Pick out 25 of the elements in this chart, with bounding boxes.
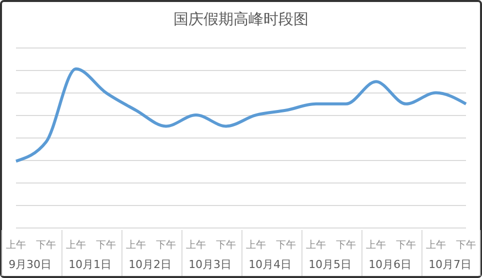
x-tick-label: 下午 [456, 239, 476, 251]
text: 10月1日 [68, 258, 112, 271]
text: 10月4日 [248, 258, 292, 271]
text: 10月6日 [368, 258, 412, 271]
x-tick-label: 上午 [246, 239, 266, 251]
x-tick-label: 上午 [186, 239, 206, 251]
text: 9月30日 [8, 258, 52, 271]
x-tick-label: 上午 [366, 239, 386, 251]
x-tick-label: 上午 [306, 239, 326, 251]
text: 10月2日 [128, 258, 172, 271]
x-tick-label: 上午 [126, 239, 146, 251]
text: 10月3日 [188, 258, 232, 271]
chart-title: 国庆假期高峰时段图 [172, 10, 310, 29]
text: 10月5日 [308, 258, 352, 271]
x-tick-label: 下午 [96, 239, 116, 251]
x-tick-label: 下午 [336, 239, 356, 251]
x-tick-label: 下午 [36, 239, 56, 251]
x-tick-label: 上午 [6, 239, 26, 251]
x-tick-label: 上午 [426, 239, 446, 251]
text: 10月7日 [428, 258, 472, 271]
x-tick-label: 下午 [156, 239, 176, 251]
x-tick-label: 下午 [276, 239, 296, 251]
x-tick-label: 下午 [396, 239, 416, 251]
x-tick-label: 下午 [216, 239, 236, 251]
x-tick-label: 上午 [66, 239, 86, 251]
